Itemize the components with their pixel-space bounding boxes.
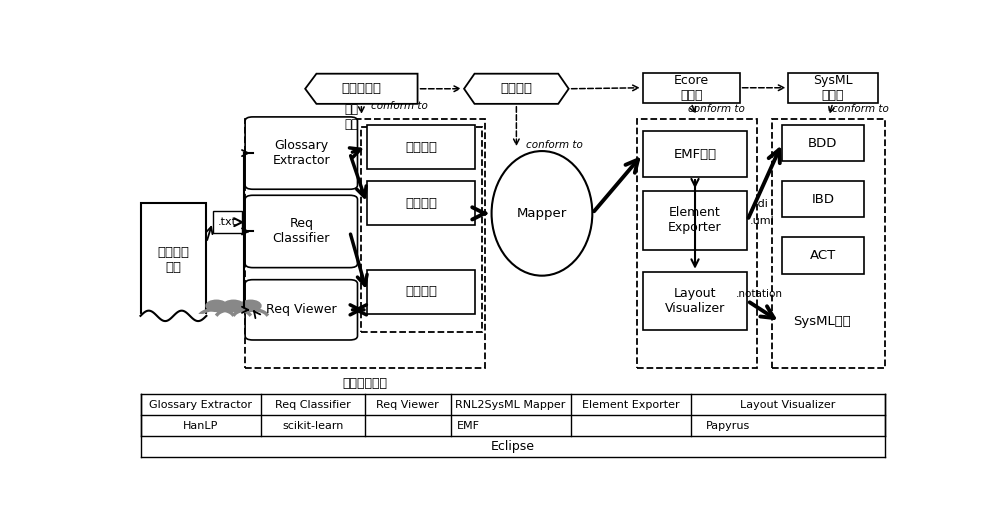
Text: conform to: conform to	[832, 104, 889, 114]
Text: Req
Classifier: Req Classifier	[273, 218, 330, 245]
Text: Ecore
元模型: Ecore 元模型	[674, 74, 709, 102]
Text: Mapper: Mapper	[517, 207, 567, 220]
Text: ACT: ACT	[810, 249, 836, 262]
FancyBboxPatch shape	[782, 181, 864, 217]
Text: Eclipse: Eclipse	[490, 440, 534, 453]
FancyBboxPatch shape	[140, 203, 206, 316]
FancyBboxPatch shape	[245, 195, 358, 268]
FancyBboxPatch shape	[213, 211, 242, 233]
Text: IBD: IBD	[811, 193, 834, 206]
Text: BDD: BDD	[808, 137, 838, 149]
FancyBboxPatch shape	[788, 73, 878, 103]
Text: Element
Exporter: Element Exporter	[668, 206, 722, 234]
Text: Element Exporter: Element Exporter	[582, 400, 680, 410]
Text: Req Viewer: Req Viewer	[266, 303, 337, 316]
Text: conform to: conform to	[371, 101, 428, 111]
Polygon shape	[305, 74, 418, 104]
Text: 数据字典: 数据字典	[405, 197, 437, 210]
Text: 自然语言
需求: 自然语言 需求	[157, 245, 189, 274]
FancyBboxPatch shape	[245, 280, 358, 340]
Circle shape	[206, 301, 227, 311]
FancyBboxPatch shape	[367, 125, 475, 169]
Text: SysML模型: SysML模型	[794, 315, 851, 328]
Text: conform to: conform to	[688, 104, 745, 114]
FancyBboxPatch shape	[782, 125, 864, 161]
Text: scikit-learn: scikit-learn	[282, 421, 344, 431]
Text: 需求规约工具: 需求规约工具	[343, 377, 388, 390]
Circle shape	[223, 301, 244, 311]
Text: 领域词库: 领域词库	[405, 140, 437, 153]
Text: EMF: EMF	[456, 421, 479, 431]
Text: Layout
Visualizer: Layout Visualizer	[665, 287, 725, 315]
Text: 需求元模型: 需求元模型	[341, 82, 381, 96]
Text: HanLP: HanLP	[183, 421, 218, 431]
Text: Req Classifier: Req Classifier	[275, 400, 351, 410]
FancyBboxPatch shape	[643, 191, 747, 250]
FancyBboxPatch shape	[367, 270, 475, 314]
Text: .di: .di	[755, 199, 769, 209]
Text: 转换规则: 转换规则	[500, 82, 532, 96]
Text: conform to: conform to	[526, 140, 583, 150]
Text: Glossary
Extractor: Glossary Extractor	[272, 139, 330, 167]
Polygon shape	[464, 74, 569, 104]
FancyBboxPatch shape	[643, 73, 740, 103]
Text: Layout Visualizer: Layout Visualizer	[740, 400, 835, 410]
Text: Glossary Extractor: Glossary Extractor	[149, 400, 252, 410]
Text: .txt: .txt	[218, 217, 237, 228]
Text: 需求模板: 需求模板	[405, 285, 437, 298]
Text: Req Viewer: Req Viewer	[376, 400, 439, 410]
Text: SysML
元模型: SysML 元模型	[813, 74, 853, 102]
Circle shape	[240, 301, 261, 311]
FancyBboxPatch shape	[643, 271, 747, 330]
Text: EMF模型: EMF模型	[673, 148, 717, 161]
FancyBboxPatch shape	[782, 238, 864, 274]
Text: .notation: .notation	[735, 289, 782, 299]
FancyBboxPatch shape	[643, 131, 747, 177]
Text: Papyrus: Papyrus	[705, 421, 750, 431]
Text: 术语
推荐: 术语 推荐	[344, 103, 358, 131]
Text: RNL2SysML Mapper: RNL2SysML Mapper	[455, 400, 566, 410]
Ellipse shape	[492, 151, 592, 276]
FancyBboxPatch shape	[367, 181, 475, 226]
FancyBboxPatch shape	[245, 117, 358, 189]
Text: .uml: .uml	[750, 217, 774, 227]
